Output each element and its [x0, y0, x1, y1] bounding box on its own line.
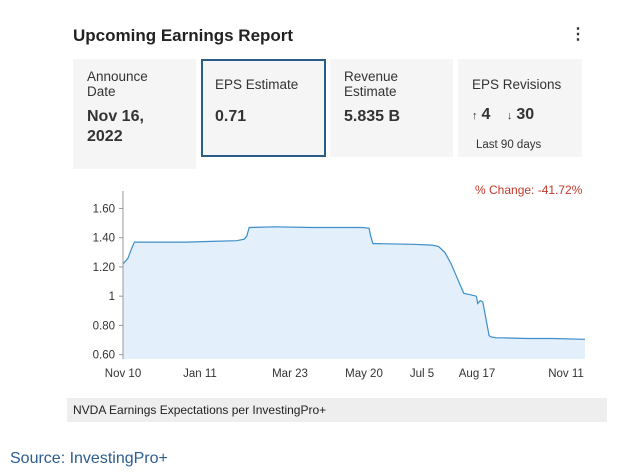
eps-estimate-label: EPS Estimate — [215, 77, 299, 92]
eps-revisions-tile[interactable]: EPS Revisions ↑ 4 ↓ 30 Last 90 days — [458, 59, 582, 157]
percent-change: % Change: -41.72% — [475, 183, 583, 197]
y-tick-label: 1 — [109, 291, 115, 303]
eps-estimate-value: 0.71 — [215, 108, 247, 125]
x-tick-label: Nov 11 — [548, 368, 584, 380]
revisions-up-count: 4 — [481, 106, 491, 123]
eps-estimate-tile[interactable]: EPS Estimate 0.71 — [201, 59, 326, 157]
eps-revisions-values: ↑ 4 ↓ 30 — [472, 106, 534, 124]
arrow-up-icon: ↑ — [472, 110, 478, 122]
x-tick-label: Jan 11 — [183, 368, 217, 380]
arrow-down-icon: ↓ — [506, 110, 513, 122]
revenue-estimate-value: 5.835 B — [344, 108, 401, 125]
x-tick-label: May 20 — [345, 368, 383, 380]
x-tick-label: Nov 10 — [105, 368, 141, 380]
series-line — [122, 226, 586, 340]
chart-caption: NVDA Earnings Expectations per Investing… — [67, 398, 607, 422]
x-tick-label: Aug 17 — [459, 368, 495, 380]
eps-estimate-chart: 1.60 1.40 1.20 1 0.80 0.60 Nov 10 Jan 11 Mar 23… — [93, 191, 586, 380]
eps-revisions-label: EPS Revisions — [472, 77, 562, 92]
card-title: Upcoming Earnings Report — [73, 26, 294, 45]
y-axis-labels: 1.60 1.40 1.20 1 0.80 0.60 — [93, 204, 123, 362]
y-tick-label: 1.20 — [93, 262, 115, 274]
plot-area — [122, 191, 586, 359]
earnings-card: Upcoming Earnings Report ⋮ Announce Date… — [67, 16, 607, 422]
announce-date-value: Nov 16, 2022 — [87, 108, 144, 145]
revenue-estimate-label: Revenue Estimate — [344, 69, 399, 99]
x-tick-label: Mar 23 — [272, 368, 308, 380]
announce-date-tile: Announce Date Nov 16, 2022 — [73, 59, 196, 169]
y-tick-label: 0.80 — [93, 320, 115, 332]
revisions-period-note: Last 90 days — [476, 139, 542, 151]
more-vertical-icon[interactable]: ⋮ — [570, 26, 586, 43]
x-axis-labels: Nov 10 Jan 11 Mar 23 May 20 Jul 5 Aug 17 Nov 1… — [105, 368, 584, 380]
revisions-down-count: 30 — [516, 106, 535, 123]
y-tick-label: 1.60 — [93, 204, 115, 216]
revenue-estimate-tile[interactable]: Revenue Estimate 5.835 B — [330, 59, 453, 157]
y-tick-label: 1.40 — [93, 233, 115, 245]
source-link[interactable]: Source: InvestingPro+ — [10, 450, 168, 467]
announce-date-label: Announce Date — [87, 69, 148, 99]
x-tick-label: Jul 5 — [410, 368, 434, 380]
y-tick-label: 0.60 — [93, 350, 115, 362]
series-area — [123, 226, 585, 359]
chart-caption-text: NVDA Earnings Expectations per Investing… — [73, 403, 327, 417]
